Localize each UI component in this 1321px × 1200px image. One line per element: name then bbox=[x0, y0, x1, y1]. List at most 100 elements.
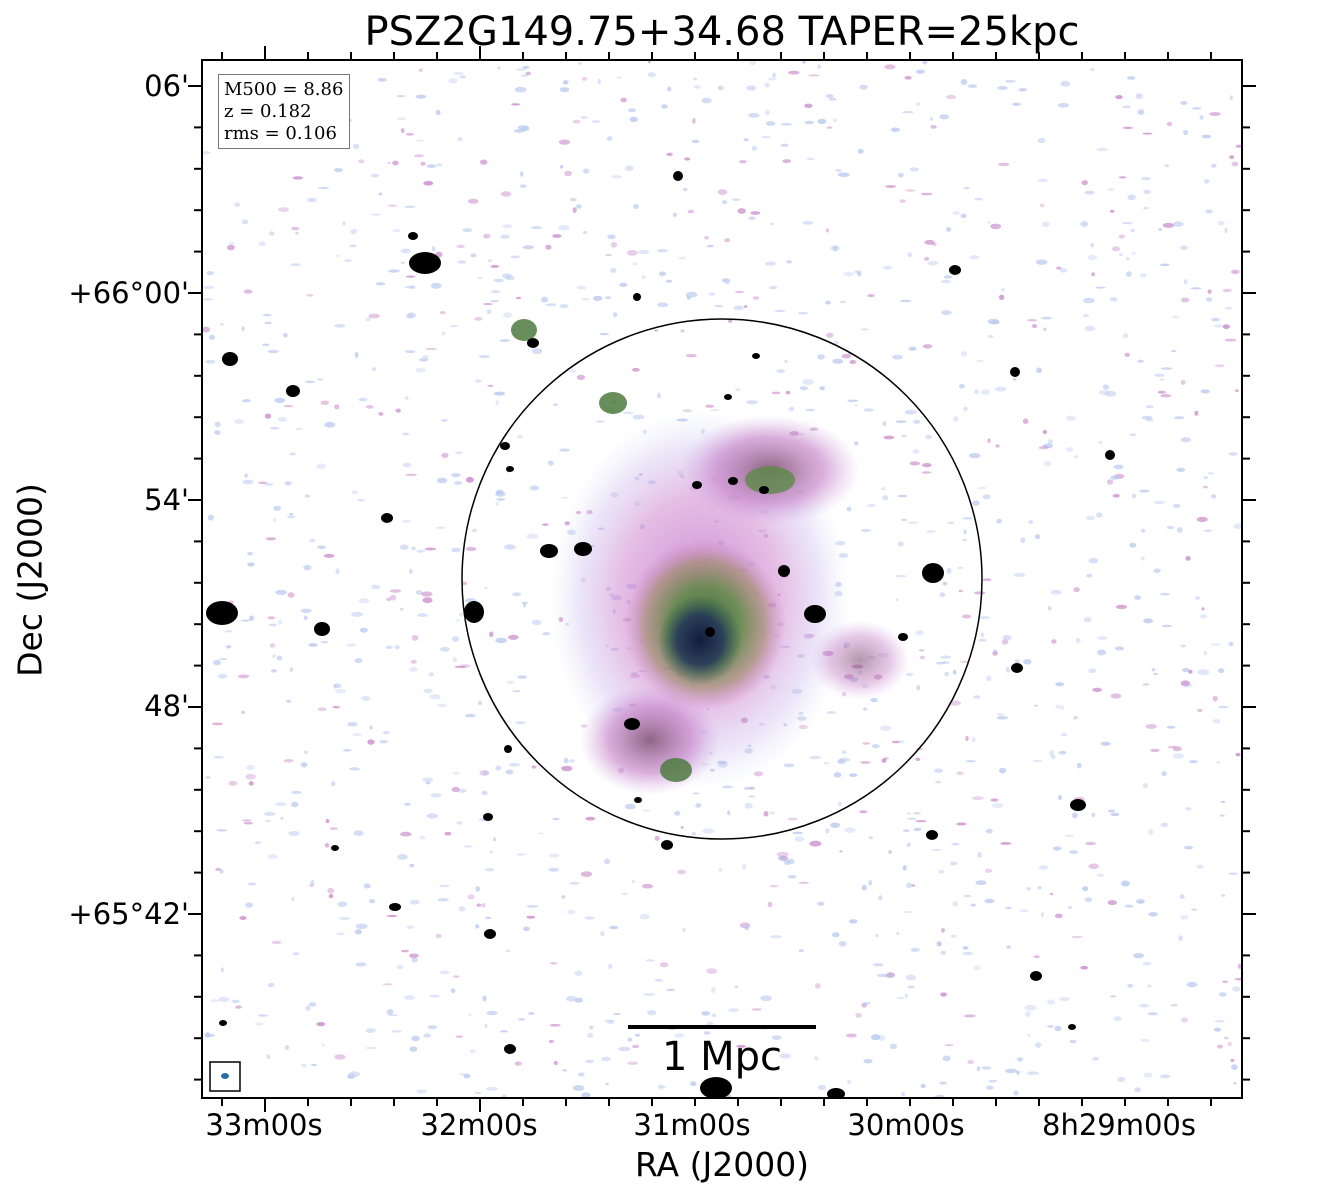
noise-speckle bbox=[996, 716, 1009, 720]
noise-speckle bbox=[1142, 683, 1150, 686]
noise-speckle bbox=[369, 899, 376, 904]
noise-speckle bbox=[817, 901, 825, 906]
noise-speckle bbox=[483, 587, 488, 590]
noise-speckle bbox=[459, 664, 471, 668]
noise-speckle bbox=[940, 655, 952, 659]
noise-speckle bbox=[1170, 1004, 1178, 1007]
noise-speckle bbox=[400, 949, 410, 953]
noise-speckle bbox=[483, 771, 488, 776]
noise-speckle bbox=[1189, 760, 1198, 764]
noise-speckle bbox=[1194, 410, 1199, 416]
point-source bbox=[827, 1088, 845, 1098]
noise-speckle bbox=[769, 885, 779, 888]
noise-speckle bbox=[989, 320, 1000, 325]
noise-speckle bbox=[844, 827, 856, 833]
noise-speckle bbox=[832, 118, 838, 123]
noise-speckle bbox=[418, 68, 423, 72]
noise-speckle bbox=[375, 282, 386, 286]
noise-speckle bbox=[564, 170, 572, 177]
noise-speckle bbox=[924, 256, 930, 261]
noise-speckle bbox=[867, 503, 876, 508]
noise-speckle bbox=[965, 760, 976, 763]
noise-speckle bbox=[767, 901, 773, 908]
noise-speckle bbox=[522, 65, 530, 69]
noise-speckle bbox=[809, 840, 822, 847]
noise-speckle bbox=[1211, 163, 1217, 168]
noise-speckle bbox=[900, 299, 912, 303]
noise-speckle bbox=[292, 176, 304, 180]
noise-speckle bbox=[647, 1010, 657, 1016]
noise-speckle bbox=[558, 139, 571, 145]
noise-speckle bbox=[1085, 515, 1096, 521]
noise-speckle bbox=[743, 138, 749, 142]
noise-speckle bbox=[833, 340, 839, 346]
noise-speckle bbox=[631, 1044, 640, 1049]
noise-speckle bbox=[748, 795, 756, 798]
noise-speckle bbox=[456, 244, 465, 249]
noise-speckle bbox=[289, 667, 293, 672]
noise-speckle bbox=[514, 86, 527, 93]
noise-speckle bbox=[548, 1039, 554, 1044]
noise-speckle bbox=[1205, 209, 1213, 214]
noise-speckle bbox=[1091, 812, 1096, 818]
noise-speckle bbox=[998, 294, 1005, 300]
noise-speckle bbox=[825, 228, 829, 233]
noise-speckle bbox=[817, 1085, 827, 1090]
noise-speckle bbox=[242, 479, 254, 485]
noise-speckle bbox=[257, 1014, 269, 1017]
noise-speckle bbox=[510, 255, 520, 259]
noise-speckle bbox=[482, 995, 487, 1002]
noise-speckle bbox=[1005, 666, 1010, 673]
noise-speckle bbox=[1150, 748, 1160, 753]
noise-speckle bbox=[264, 819, 271, 823]
noise-speckle bbox=[290, 790, 302, 794]
noise-speckle bbox=[902, 911, 914, 913]
noise-speckle bbox=[711, 987, 716, 993]
noise-speckle bbox=[1140, 556, 1145, 561]
noise-speckle bbox=[428, 672, 434, 677]
noise-speckle bbox=[344, 259, 352, 263]
point-source bbox=[759, 486, 769, 494]
noise-speckle bbox=[837, 172, 850, 178]
noise-speckle bbox=[1080, 965, 1089, 970]
noise-speckle bbox=[1191, 107, 1202, 110]
noise-speckle bbox=[542, 632, 550, 636]
noise-speckle bbox=[577, 62, 582, 65]
noise-speckle bbox=[879, 725, 892, 731]
noise-speckle bbox=[235, 1005, 242, 1009]
noise-speckle bbox=[409, 285, 416, 290]
point-source bbox=[483, 813, 493, 821]
noise-speckle bbox=[241, 326, 245, 332]
noise-speckle bbox=[426, 813, 438, 819]
noise-speckle bbox=[525, 71, 531, 76]
noise-speckle bbox=[900, 518, 908, 521]
noise-speckle bbox=[922, 463, 932, 468]
noise-speckle bbox=[309, 538, 316, 543]
point-source bbox=[724, 394, 732, 400]
noise-speckle bbox=[908, 346, 917, 351]
noise-speckle bbox=[422, 355, 430, 359]
noise-speckle bbox=[751, 1008, 762, 1011]
noise-speckle bbox=[680, 329, 685, 333]
noise-speckle bbox=[348, 767, 360, 771]
noise-speckle bbox=[1218, 992, 1227, 997]
noise-speckle bbox=[1016, 1070, 1020, 1075]
noise-speckle bbox=[243, 289, 253, 294]
noise-speckle bbox=[1068, 905, 1072, 910]
noise-speckle bbox=[1051, 639, 1057, 644]
noise-speckle bbox=[610, 241, 618, 248]
noise-speckle bbox=[528, 1012, 535, 1015]
noise-speckle bbox=[416, 549, 426, 553]
noise-speckle bbox=[566, 909, 576, 915]
noise-speckle bbox=[399, 544, 409, 550]
noise-speckle bbox=[984, 898, 995, 904]
noise-speckle bbox=[1018, 88, 1027, 92]
noise-speckle bbox=[519, 184, 527, 188]
noise-speckle bbox=[1166, 525, 1175, 530]
noise-speckle bbox=[1203, 529, 1212, 532]
noise-speckle bbox=[429, 694, 441, 700]
noise-speckle bbox=[1206, 297, 1213, 302]
noise-speckle bbox=[566, 995, 577, 1002]
noise-speckle bbox=[258, 241, 267, 246]
